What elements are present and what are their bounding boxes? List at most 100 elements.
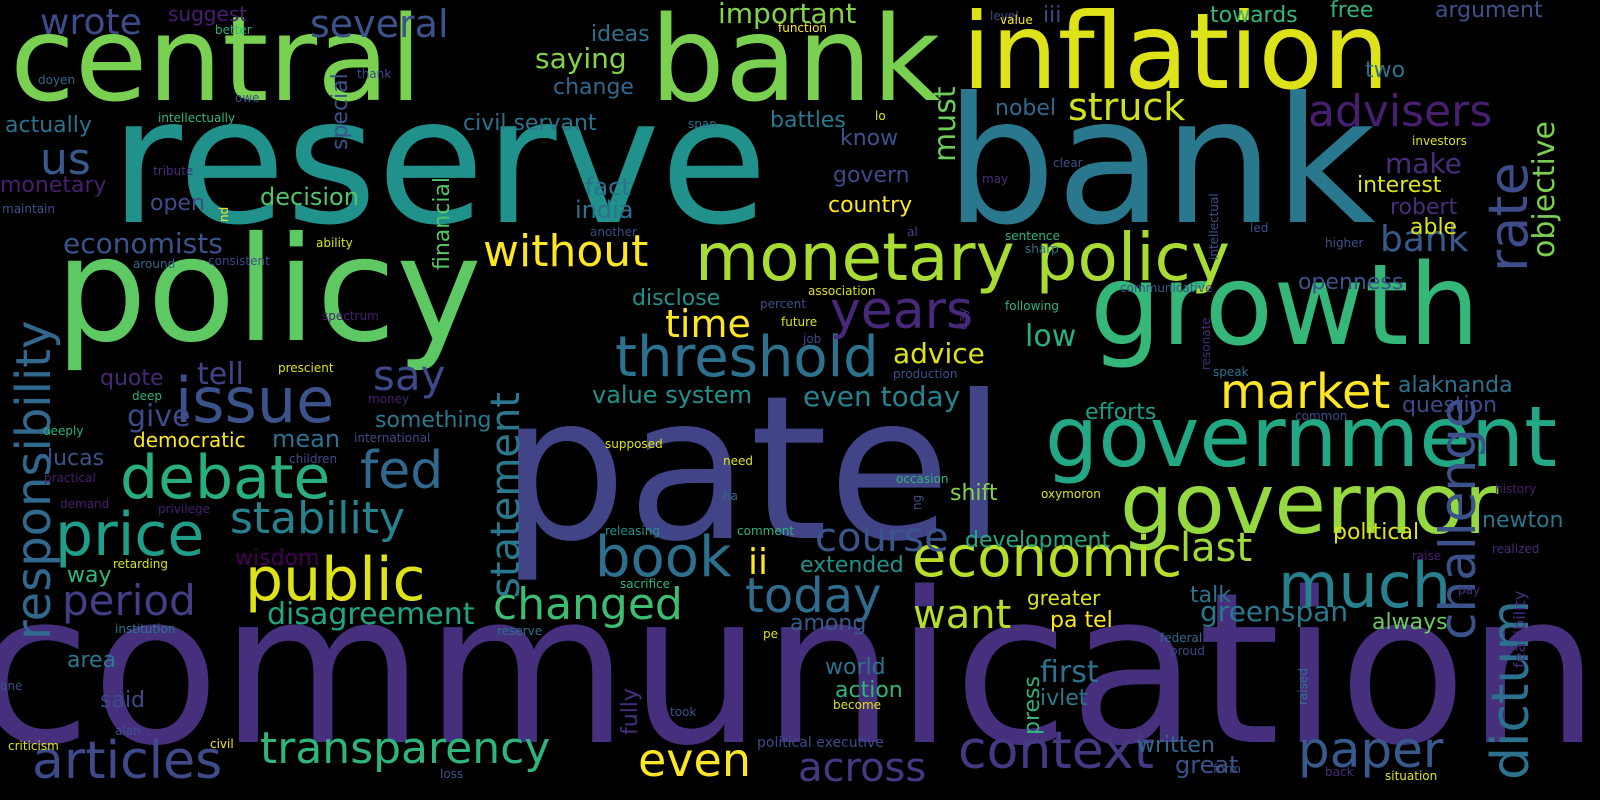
word-much-21: much bbox=[1278, 549, 1452, 622]
word-around-135: around bbox=[133, 257, 176, 271]
word-deeply-164: deeply bbox=[43, 424, 84, 438]
word-realized-181: realized bbox=[1492, 542, 1540, 556]
word-nobel-94: nobel bbox=[995, 96, 1057, 121]
word-paper-22: paper bbox=[1298, 721, 1444, 779]
word-threshold-13: threshold bbox=[615, 325, 879, 390]
word-special-96: special bbox=[328, 73, 353, 150]
word-association-141: association bbox=[808, 284, 876, 298]
word-resonate-159: resonate bbox=[1199, 317, 1213, 370]
word-thank-128: thank bbox=[357, 67, 392, 81]
word-privilege-169: privilege bbox=[158, 502, 211, 516]
word-two-119: two bbox=[1365, 58, 1406, 83]
word-course-41: course bbox=[815, 515, 949, 561]
word-oxymoron-174: oxymoron bbox=[1041, 487, 1101, 501]
word-political-68: political bbox=[1333, 520, 1420, 545]
word-even-today-55: even today bbox=[803, 380, 961, 413]
word-higher-153: higher bbox=[1325, 236, 1364, 250]
word-alan-193: alan bbox=[115, 724, 141, 738]
word-monetary-85: monetary bbox=[0, 173, 107, 198]
word-saying-53: saying bbox=[535, 42, 627, 75]
word-action-107: action bbox=[835, 678, 903, 703]
word-one-190: one bbox=[0, 679, 23, 693]
word-ng-173: ng bbox=[910, 494, 924, 510]
word-suggest-120: suggest bbox=[168, 2, 248, 26]
word-changed-27: changed bbox=[493, 579, 683, 630]
word-development-99: development bbox=[965, 528, 1111, 553]
word-argument-118: argument bbox=[1435, 0, 1543, 23]
word-written-63: written bbox=[1137, 733, 1215, 758]
word-even-42: even bbox=[638, 733, 751, 787]
word-transparency-24: transparency bbox=[260, 723, 551, 774]
word-communication-0: communication bbox=[0, 547, 1600, 792]
word-criticism-195: criticism bbox=[8, 739, 59, 753]
word-demand-168: demand bbox=[60, 497, 110, 511]
word-form-198: form bbox=[1213, 762, 1241, 776]
word-struck-33: struck bbox=[1068, 85, 1186, 129]
word-become-192: become bbox=[833, 698, 882, 712]
word-quote-79: quote bbox=[100, 366, 164, 391]
word-situation-200: situation bbox=[1385, 769, 1438, 783]
word-fully-121: fully bbox=[618, 688, 643, 735]
word-value-124: value bbox=[1000, 13, 1033, 27]
word-inflation-7: inflation bbox=[962, 0, 1390, 113]
word-loss-197: loss bbox=[440, 767, 464, 781]
word-economists-48: economists bbox=[63, 227, 223, 260]
word-retarding-180: retarding bbox=[113, 557, 169, 571]
word-ha-175: ha bbox=[723, 489, 738, 503]
word-challenge-36: challenge bbox=[1429, 397, 1487, 640]
word-way-111: way bbox=[67, 563, 112, 588]
word-wisdom-114: wisdom bbox=[235, 546, 320, 571]
word-growth-8: growth bbox=[1090, 241, 1480, 371]
word-public-12: public bbox=[245, 545, 426, 615]
word-something-80: something bbox=[375, 408, 492, 433]
word-monetary-policy-11: monetary policy bbox=[695, 219, 1230, 296]
word-maintain-132: maintain bbox=[2, 202, 55, 216]
word-led-152: led bbox=[1250, 221, 1269, 235]
word-make-70: make bbox=[1385, 147, 1462, 180]
word-first-62: first bbox=[1040, 655, 1099, 690]
word-several-51: several bbox=[310, 2, 449, 46]
word-mean-76: mean bbox=[272, 425, 341, 453]
word-feasibility-122: feasibility bbox=[1510, 590, 1529, 668]
word-alaknanda-65: alaknanda bbox=[1398, 373, 1513, 398]
word-reserve-185: reserve bbox=[497, 624, 543, 638]
word-sharp-149: sharp bbox=[1025, 242, 1059, 256]
word-market-26: market bbox=[1220, 364, 1391, 420]
word-comment-178: comment bbox=[737, 524, 795, 538]
word-sentence-148: sentence bbox=[1005, 229, 1060, 243]
word-stability-18: stability bbox=[230, 493, 406, 544]
word-owe-129: owe bbox=[235, 91, 260, 105]
word-robert-72: robert bbox=[1390, 195, 1458, 220]
word-statement-35: statement bbox=[483, 392, 529, 598]
word-efforts-110: efforts bbox=[1085, 400, 1157, 425]
word-actually-86: actually bbox=[5, 113, 92, 138]
word-talk-103: talk bbox=[1190, 583, 1231, 608]
word-democratic-77: democratic bbox=[133, 428, 246, 452]
word-governor-10: governor bbox=[1120, 455, 1499, 553]
word-advice-57: advice bbox=[893, 337, 985, 370]
word-important-52: important bbox=[718, 0, 857, 30]
word-said-113: said bbox=[100, 688, 146, 713]
word-economic-14: economic bbox=[912, 525, 1183, 590]
word-tell-74: tell bbox=[197, 357, 244, 392]
word-india-83: india bbox=[575, 196, 634, 224]
word-international-165: international bbox=[354, 431, 431, 445]
word-another-137: another bbox=[590, 225, 637, 239]
word-al-138: al bbox=[907, 225, 918, 239]
word-political-executive-194: political executive bbox=[757, 735, 884, 751]
word-ability-134: ability bbox=[316, 236, 353, 250]
word-level-123: level bbox=[990, 9, 1019, 23]
word-span-157: span bbox=[688, 117, 717, 131]
word-disagreement-40: disagreement bbox=[267, 597, 475, 632]
word-world-106: world bbox=[825, 655, 886, 680]
word-may-158: may bbox=[982, 172, 1009, 186]
word-newton-69: newton bbox=[1482, 508, 1564, 533]
word-want-44: want bbox=[913, 592, 1012, 638]
word-govern-92: govern bbox=[833, 163, 910, 188]
word-say-47: say bbox=[373, 351, 446, 400]
word-able-73: able bbox=[1410, 215, 1458, 240]
word-towards-116: towards bbox=[1210, 3, 1298, 28]
word-day-146: day bbox=[956, 307, 970, 330]
word-open-84: open bbox=[150, 191, 205, 216]
